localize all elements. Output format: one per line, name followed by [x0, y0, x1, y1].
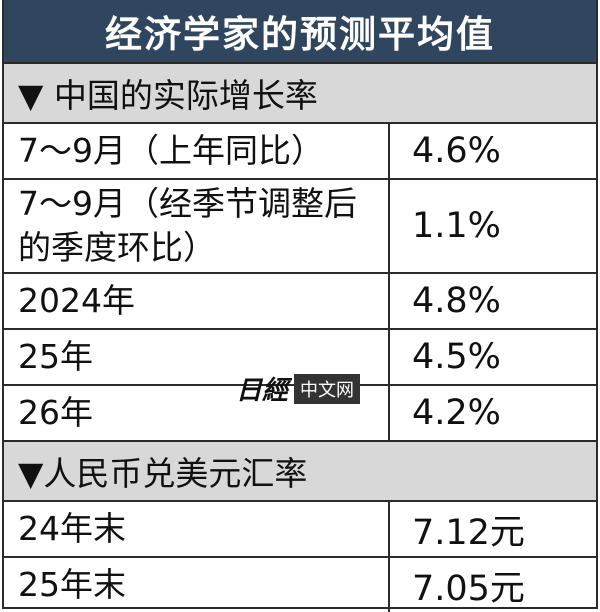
- table-row: 25年末 7.05元: [4, 556, 596, 612]
- row-value: 7.05元: [412, 568, 525, 609]
- row-label: 24年末: [4, 502, 390, 556]
- table-row: 25年 4.5%: [4, 328, 596, 384]
- row-label: 25年: [4, 330, 390, 384]
- table-row: 2024年 4.8%: [4, 272, 596, 328]
- row-label: 25年末: [4, 558, 390, 612]
- section-header: ▼ 中国的实际增长率: [4, 62, 596, 122]
- title: 经济学家的预测平均值: [4, 0, 596, 62]
- row-value: 4.5%: [412, 337, 501, 377]
- section-header: ▼人民币兑美元汇率: [4, 440, 596, 500]
- table-row: 7～9月（上年同比） 4.6%: [4, 122, 596, 178]
- row-label: 2024年: [4, 274, 390, 328]
- row-value: 4.2%: [412, 393, 501, 433]
- row-value: 7.12元: [412, 512, 525, 553]
- row-value: 4.8%: [412, 281, 501, 321]
- watermark-text: 中文网: [294, 373, 361, 404]
- row-label: 26年: [4, 386, 390, 440]
- row-label: 7～9月（经季节调整后的季度环比）: [4, 180, 390, 272]
- row-value: 1.1%: [412, 206, 501, 246]
- watermark-logo: 日經: [236, 376, 289, 406]
- table-row: 7～9月（经季节调整后的季度环比） 1.1%: [4, 178, 596, 272]
- row-label: 7～9月（上年同比）: [4, 124, 390, 178]
- table-row: 24年末 7.12元: [4, 500, 596, 556]
- watermark: 日經 中文网: [236, 370, 361, 407]
- row-value: 4.6%: [412, 131, 501, 171]
